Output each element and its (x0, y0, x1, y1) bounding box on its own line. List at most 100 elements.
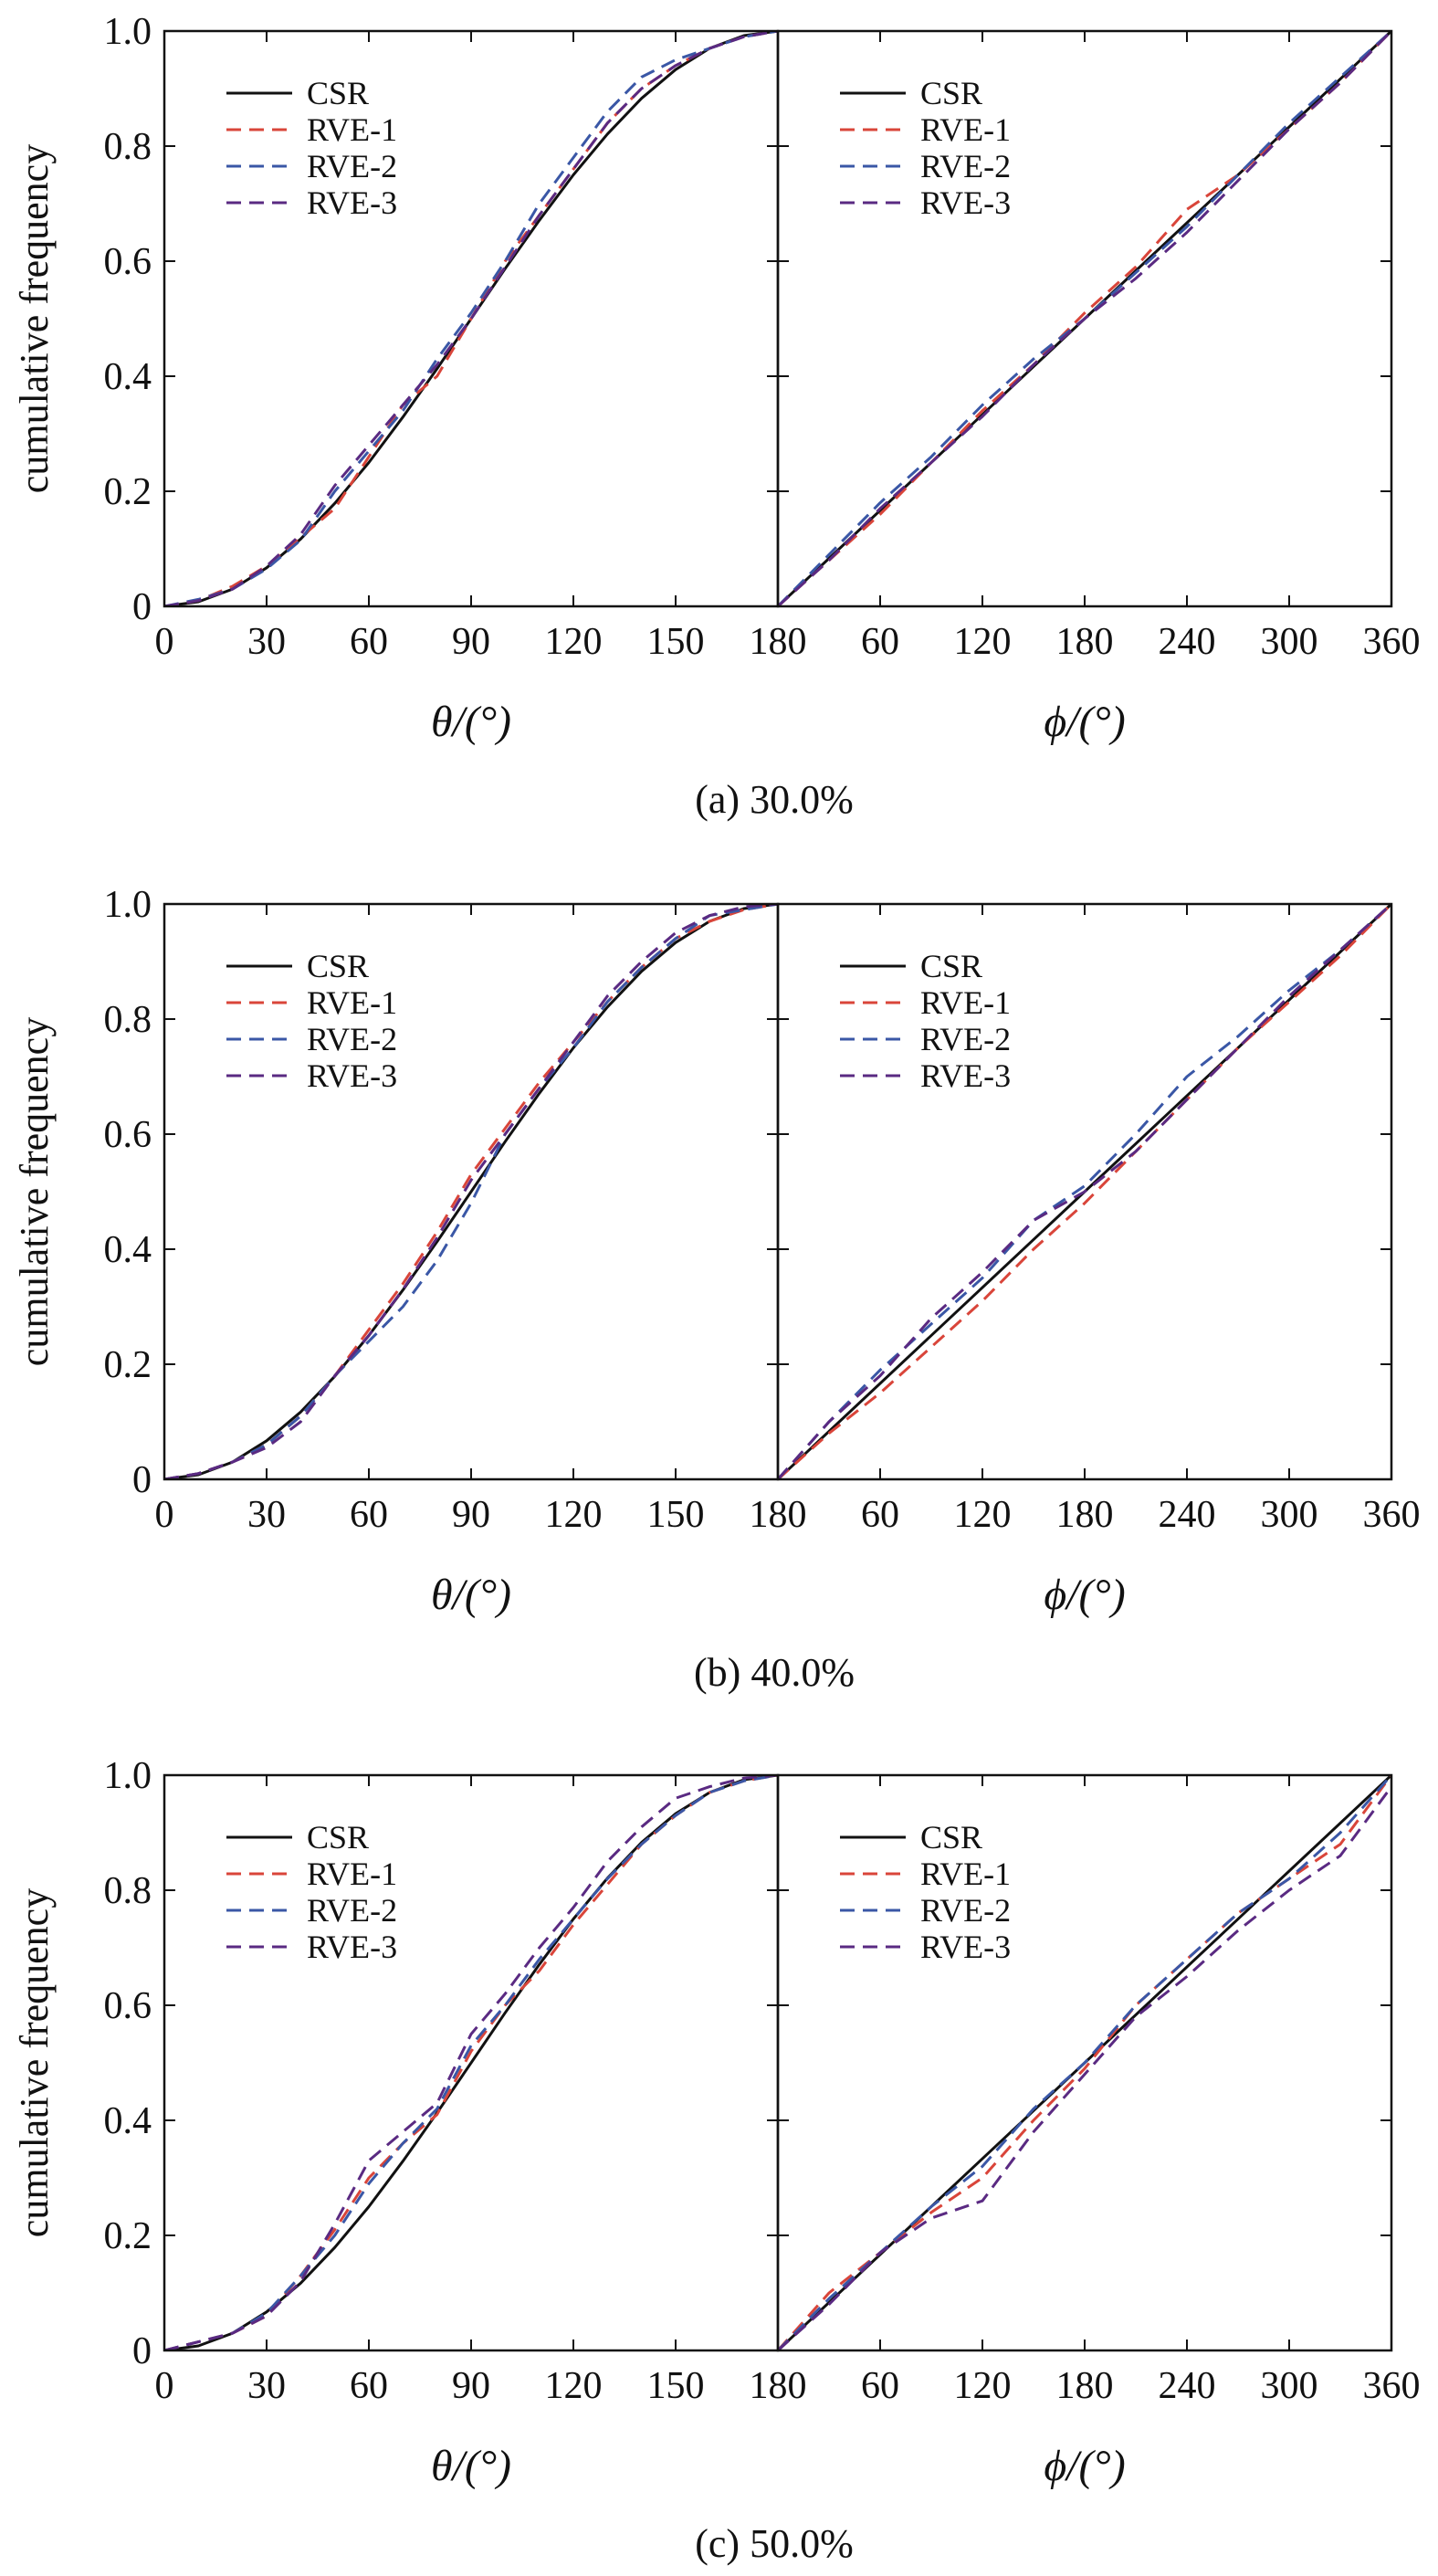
series-line-rve-1 (164, 31, 778, 606)
y-tick-label: 0 (132, 586, 152, 628)
series-line-rve-3 (778, 31, 1391, 606)
x-tick-label: 300 (1261, 621, 1318, 663)
x-tick-label: 180 (750, 1494, 807, 1536)
y-tick-label: 0.4 (104, 356, 152, 398)
y-tick-label: 0.6 (104, 1114, 152, 1156)
legend-label-rve-1: RVE-1 (307, 1856, 397, 1892)
legend-label-rve-1: RVE-1 (307, 111, 397, 148)
x-tick-label: 180 (1056, 621, 1114, 663)
legend-label-rve-2: RVE-2 (920, 148, 1011, 184)
x-tick-label: 240 (1159, 621, 1216, 663)
x-tick-label: 150 (647, 1494, 705, 1536)
x-tick-label: 180 (750, 2365, 807, 2407)
x-tick-label: 0 (155, 621, 174, 663)
legend-label-rve-3: RVE-3 (307, 1929, 397, 1965)
legend-label-rve-3: RVE-3 (307, 1057, 397, 1094)
y-tick-label: 0.4 (104, 2100, 152, 2142)
x-tick-label: 90 (452, 1494, 490, 1536)
legend-label-rve-3: RVE-3 (920, 1929, 1011, 1965)
y-tick-label: 0.6 (104, 241, 152, 283)
x-tick-label: 90 (452, 2365, 490, 2407)
x-tick-label: 0 (155, 1494, 174, 1536)
x-tick-label: 180 (1056, 2365, 1114, 2407)
x-tick-label: 60 (350, 1494, 388, 1536)
y-tick-label: 1.0 (104, 1755, 152, 1797)
legend-label-rve-2: RVE-2 (307, 148, 397, 184)
x-tick-label: 180 (1056, 1494, 1114, 1536)
y-tick-label: 0.2 (104, 2215, 152, 2257)
x-tick-label: 300 (1261, 2365, 1318, 2407)
x-tick-label: 60 (861, 2365, 899, 2407)
x-axis-label: θ/(°) (431, 1571, 511, 1619)
x-tick-label: 120 (545, 621, 603, 663)
caption-c: (c) 50.0% (695, 2521, 854, 2566)
series-line-rve-3 (164, 904, 778, 1479)
y-tick-label: 0 (132, 2330, 152, 2372)
legend-label-rve-3: RVE-3 (920, 184, 1011, 221)
series-line-rve-2 (164, 1775, 778, 2350)
x-tick-label: 360 (1363, 2365, 1421, 2407)
x-tick-label: 60 (350, 2365, 388, 2407)
x-tick-label: 30 (247, 2365, 286, 2407)
series-line-rve-2 (164, 904, 778, 1479)
legend-label-rve-1: RVE-1 (307, 984, 397, 1021)
y-tick-label: 1.0 (104, 11, 152, 53)
y-tick-label: 0 (132, 1459, 152, 1501)
x-tick-label: 90 (452, 621, 490, 663)
x-tick-label: 360 (1363, 1494, 1421, 1536)
x-tick-label: 60 (861, 621, 899, 663)
legend-label-csr: CSR (307, 948, 369, 984)
legend-label-csr: CSR (920, 1819, 982, 1856)
y-tick-label: 0.6 (104, 1985, 152, 2027)
y-tick-label: 0.8 (104, 999, 152, 1041)
legend-label-rve-1: RVE-1 (920, 984, 1011, 1021)
x-tick-label: 150 (647, 621, 705, 663)
x-tick-label: 240 (1159, 2365, 1216, 2407)
legend-label-rve-2: RVE-2 (920, 1021, 1011, 1057)
series-line-rve-3 (778, 1785, 1391, 2350)
legend-label-rve-3: RVE-3 (920, 1057, 1011, 1094)
y-tick-label: 0.8 (104, 126, 152, 168)
legend-label-csr: CSR (307, 1819, 369, 1856)
x-tick-label: 150 (647, 2365, 705, 2407)
series-line-rve-2 (164, 31, 778, 606)
series-line-rve-3 (778, 904, 1391, 1479)
legend-label-rve-2: RVE-2 (920, 1892, 1011, 1929)
x-tick-label: 120 (545, 1494, 603, 1536)
y-axis-label: cumulative frequency (12, 1017, 57, 1366)
legend-label-rve-2: RVE-2 (307, 1021, 397, 1057)
legend-label-rve-1: RVE-1 (920, 111, 1011, 148)
series-line-rve-2 (778, 904, 1391, 1479)
x-tick-label: 30 (247, 1494, 286, 1536)
y-axis-label: cumulative frequency (12, 144, 57, 493)
series-line-rve-3 (164, 31, 778, 606)
series-line-csr (164, 1775, 778, 2350)
caption-b: (b) 40.0% (694, 1650, 855, 1695)
x-tick-label: 60 (861, 1494, 899, 1536)
x-tick-label: 60 (350, 621, 388, 663)
x-axis-label: θ/(°) (431, 2442, 511, 2490)
legend-label-csr: CSR (920, 948, 982, 984)
series-line-rve-3 (164, 1775, 778, 2350)
x-tick-label: 30 (247, 621, 286, 663)
legend-label-csr: CSR (920, 75, 982, 111)
y-tick-label: 0.4 (104, 1229, 152, 1271)
x-tick-label: 0 (155, 2365, 174, 2407)
caption-a: (a) 30.0% (695, 777, 854, 822)
x-axis-label: ϕ/(°) (1044, 2442, 1125, 2490)
x-tick-label: 120 (954, 2365, 1012, 2407)
x-axis-label: ϕ/(°) (1044, 698, 1125, 746)
series-line-rve-1 (778, 904, 1391, 1479)
legend-label-csr: CSR (307, 75, 369, 111)
x-tick-label: 120 (954, 621, 1012, 663)
legend-label-rve-3: RVE-3 (307, 184, 397, 221)
legend-label-rve-1: RVE-1 (920, 1856, 1011, 1892)
x-tick-label: 120 (954, 1494, 1012, 1536)
y-axis-label: cumulative frequency (12, 1888, 57, 2237)
x-axis-label: ϕ/(°) (1044, 1571, 1125, 1619)
y-tick-label: 0.2 (104, 1344, 152, 1386)
x-tick-label: 300 (1261, 1494, 1318, 1536)
series-line-csr (164, 904, 778, 1479)
x-tick-label: 360 (1363, 621, 1421, 663)
